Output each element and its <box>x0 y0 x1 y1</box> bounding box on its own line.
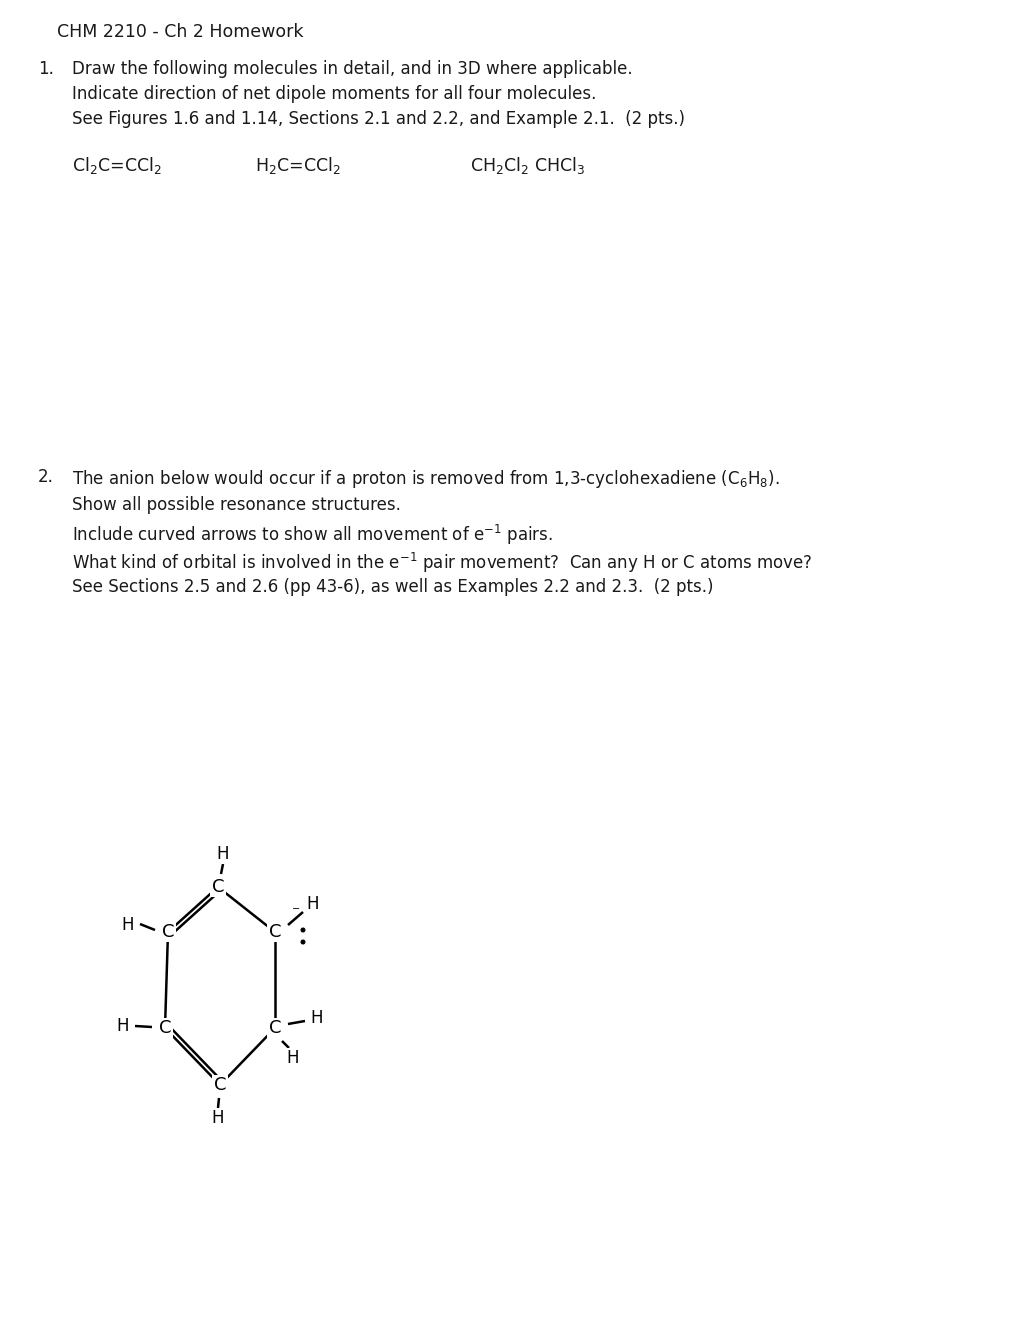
Text: $^-$: $^-$ <box>289 906 301 919</box>
Text: H: H <box>311 1008 323 1027</box>
Text: C: C <box>214 1076 226 1094</box>
Text: CH$_2$Cl$_2$ CHCl$_3$: CH$_2$Cl$_2$ CHCl$_3$ <box>470 154 585 176</box>
Text: 2.: 2. <box>38 469 54 486</box>
Text: H: H <box>307 895 319 913</box>
Text: Cl$_2$C=CCl$_2$: Cl$_2$C=CCl$_2$ <box>72 154 162 176</box>
Circle shape <box>301 928 305 932</box>
Text: H: H <box>116 1016 129 1035</box>
Text: C: C <box>268 1019 281 1038</box>
Text: What kind of orbital is involved in the e$^{-1}$ pair movement?  Can any H or C : What kind of orbital is involved in the … <box>72 550 812 574</box>
Circle shape <box>301 940 305 944</box>
Text: C: C <box>212 878 224 896</box>
Text: H$_2$C=CCl$_2$: H$_2$C=CCl$_2$ <box>255 154 340 176</box>
Text: H: H <box>286 1049 299 1067</box>
Text: Show all possible resonance structures.: Show all possible resonance structures. <box>72 495 400 513</box>
Text: H: H <box>121 916 135 935</box>
Text: Draw the following molecules in detail, and in 3D where applicable.: Draw the following molecules in detail, … <box>72 59 632 78</box>
Text: H: H <box>212 1109 224 1127</box>
Text: The anion below would occur if a proton is removed from 1,3-cyclohexadiene (C$_6: The anion below would occur if a proton … <box>72 469 779 490</box>
Text: See Sections 2.5 and 2.6 (pp 43-6), as well as Examples 2.2 and 2.3.  (2 pts.): See Sections 2.5 and 2.6 (pp 43-6), as w… <box>72 578 713 597</box>
Text: CHM 2210 - Ch 2 Homework: CHM 2210 - Ch 2 Homework <box>57 22 304 41</box>
Text: H: H <box>217 845 229 863</box>
Text: See Figures 1.6 and 1.14, Sections 2.1 and 2.2, and Example 2.1.  (2 pts.): See Figures 1.6 and 1.14, Sections 2.1 a… <box>72 110 685 128</box>
Text: 1.: 1. <box>38 59 54 78</box>
Text: C: C <box>268 923 281 941</box>
Text: C: C <box>159 1019 171 1038</box>
Text: Include curved arrows to show all movement of e$^{-1}$ pairs.: Include curved arrows to show all moveme… <box>72 523 552 546</box>
Text: Indicate direction of net dipole moments for all four molecules.: Indicate direction of net dipole moments… <box>72 84 596 103</box>
Text: C: C <box>162 923 174 941</box>
